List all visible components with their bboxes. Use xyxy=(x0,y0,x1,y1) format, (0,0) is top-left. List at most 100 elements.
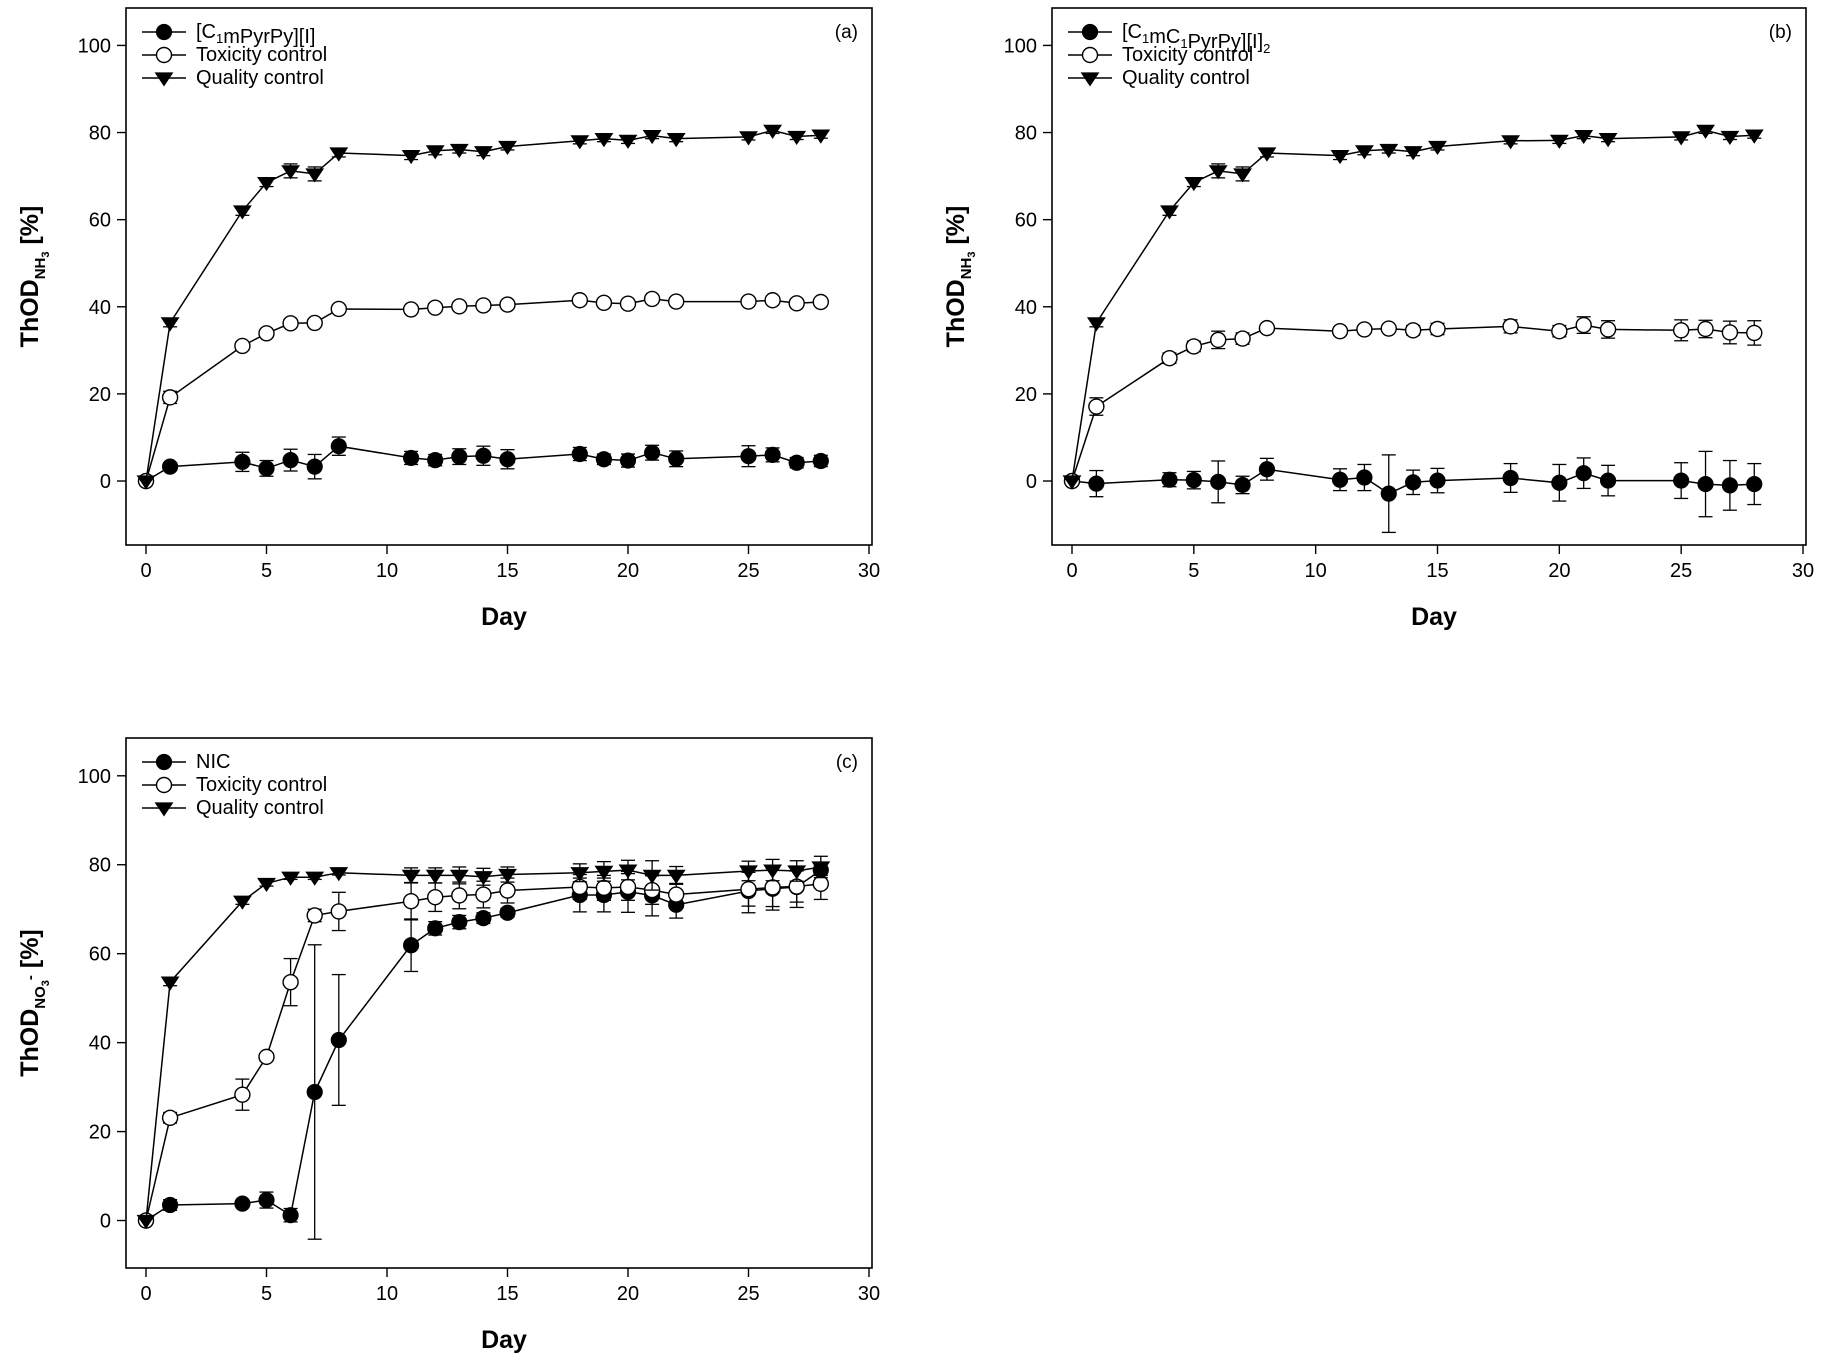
data-point xyxy=(595,294,613,312)
legend-item: [C1mC1PyrPy][I]2 xyxy=(1068,21,1270,56)
data-point xyxy=(1354,145,1374,160)
data-point xyxy=(1356,321,1373,338)
plot-frame xyxy=(125,7,873,546)
data-point xyxy=(668,293,685,310)
data-point xyxy=(1429,320,1446,338)
data-point xyxy=(306,907,323,924)
data-point xyxy=(1404,322,1422,339)
x-tick-label: 10 xyxy=(376,1283,398,1305)
series-line xyxy=(1071,129,1755,482)
data-point xyxy=(739,131,758,146)
data-point xyxy=(330,1031,347,1049)
data-point xyxy=(257,177,276,192)
data-point xyxy=(740,880,757,898)
data-point xyxy=(1258,319,1276,337)
legend-label: Toxicity control xyxy=(196,774,327,796)
data-point xyxy=(402,893,420,910)
data-point xyxy=(306,458,323,475)
data-point xyxy=(449,143,469,159)
series-filled-circle xyxy=(137,436,829,490)
legend-label: Toxicity control xyxy=(196,44,327,66)
data-point xyxy=(281,165,301,180)
data-point xyxy=(740,448,757,465)
data-point xyxy=(329,867,349,882)
data-point xyxy=(234,453,251,470)
data-point xyxy=(1599,321,1617,338)
data-point xyxy=(232,205,252,220)
data-point xyxy=(571,292,588,309)
data-point xyxy=(1210,473,1227,490)
data-point xyxy=(161,1109,179,1126)
data-point xyxy=(234,1195,251,1212)
data-point xyxy=(425,145,445,160)
data-point xyxy=(306,314,323,332)
y-tick-label: 0 xyxy=(1026,471,1037,493)
legend-item: Toxicity control xyxy=(1068,44,1253,66)
data-point xyxy=(642,869,662,884)
legend-marker xyxy=(155,753,173,771)
data-point xyxy=(258,460,275,477)
data-point xyxy=(812,875,829,893)
series-filled-circle xyxy=(137,861,829,1240)
data-point xyxy=(1502,318,1519,335)
legend-item: NIC xyxy=(142,751,230,773)
series-line xyxy=(145,883,821,1221)
data-point xyxy=(451,887,468,904)
data-point xyxy=(1405,474,1422,491)
data-point xyxy=(764,446,781,463)
data-point xyxy=(499,904,516,921)
legend-label: Quality control xyxy=(196,67,324,89)
legend-label: [C1mPyrPy][I] xyxy=(196,21,315,48)
x-tick-label: 15 xyxy=(496,1283,518,1305)
data-point xyxy=(1379,143,1399,159)
data-point xyxy=(1671,131,1691,146)
data-point xyxy=(305,168,325,183)
data-point xyxy=(1062,475,1082,490)
x-tick-label: 30 xyxy=(858,560,880,582)
data-point xyxy=(642,129,662,145)
legend-marker xyxy=(155,46,173,64)
data-point xyxy=(570,135,590,150)
data-point xyxy=(668,450,685,467)
data-point xyxy=(570,867,590,882)
data-point xyxy=(594,133,614,148)
data-point xyxy=(811,861,831,876)
legend-label: Quality control xyxy=(196,797,324,819)
legend-item: Toxicity control xyxy=(142,774,327,796)
data-point xyxy=(619,452,637,469)
data-point xyxy=(1088,398,1105,415)
data-point xyxy=(234,337,251,355)
data-point xyxy=(595,451,613,468)
data-point xyxy=(473,146,493,161)
data-point xyxy=(1258,461,1276,478)
chart-panel-3: 0 5 10 15 20 25 30 0 20 40 60 80 100 Day ThODNO3- [%] (… xyxy=(16,737,880,1354)
data-point xyxy=(1574,129,1594,145)
x-tick-label: 0 xyxy=(140,1283,151,1305)
series-filled-triangle-down xyxy=(136,124,831,490)
panel-label: (c) xyxy=(836,752,858,773)
data-point xyxy=(305,871,325,886)
data-point xyxy=(1744,129,1764,144)
data-point xyxy=(499,451,516,468)
data-point xyxy=(136,475,156,490)
data-point xyxy=(788,295,805,312)
y-tick-label: 80 xyxy=(89,855,111,877)
y-tick-label: 20 xyxy=(89,1122,111,1144)
data-point xyxy=(473,871,493,886)
legend-marker xyxy=(155,23,173,41)
data-point xyxy=(1428,140,1447,156)
data-point xyxy=(160,976,180,991)
data-point xyxy=(1696,124,1715,139)
data-point xyxy=(1331,471,1349,488)
data-point xyxy=(571,445,588,463)
y-tick-label: 40 xyxy=(89,1033,111,1055)
data-point xyxy=(282,973,299,991)
data-point xyxy=(427,452,444,469)
data-point xyxy=(499,296,516,313)
series-line xyxy=(1071,324,1755,482)
data-point xyxy=(162,1196,179,1214)
data-point xyxy=(1575,316,1592,334)
legend-item: Quality control xyxy=(142,67,324,89)
data-point xyxy=(330,903,347,920)
